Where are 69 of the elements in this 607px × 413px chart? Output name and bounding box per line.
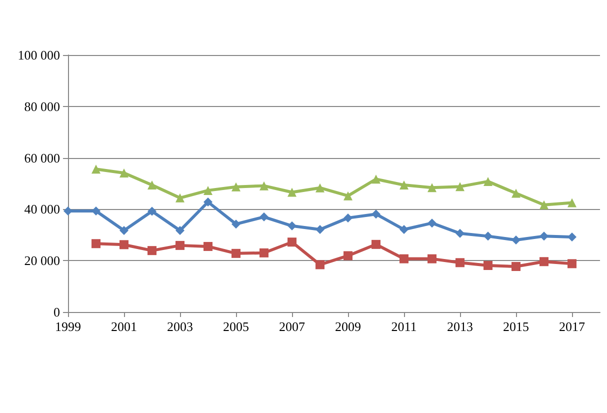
y-tick-label: 60 000	[24, 150, 60, 166]
point	[176, 193, 184, 202]
point	[456, 182, 464, 192]
point	[92, 164, 100, 174]
point	[148, 206, 156, 216]
x-tick-label: 2015	[503, 319, 529, 334]
point	[484, 232, 492, 241]
point	[176, 240, 184, 250]
point	[232, 248, 240, 258]
point	[288, 188, 296, 197]
point	[428, 218, 436, 228]
point	[344, 213, 352, 222]
point	[568, 259, 576, 268]
point	[176, 226, 184, 236]
point	[316, 225, 324, 234]
point	[120, 240, 128, 250]
x-tick-label: 2001	[111, 319, 137, 334]
point	[260, 181, 268, 190]
point	[400, 225, 408, 234]
y-tick-label: 0	[54, 304, 60, 320]
point	[372, 174, 380, 184]
x-tick-label: 2017	[559, 319, 586, 334]
x-tick-label: 1999	[55, 319, 81, 334]
point	[344, 251, 352, 260]
point	[148, 180, 156, 190]
point	[148, 246, 156, 256]
point	[372, 210, 380, 219]
point	[428, 183, 436, 192]
point	[232, 220, 240, 229]
point	[316, 183, 324, 192]
y-tick-label: 40 000	[24, 202, 60, 217]
point	[568, 232, 576, 242]
point	[540, 232, 548, 241]
point	[400, 180, 408, 190]
point	[456, 228, 464, 238]
y-tick-label: 20 000	[24, 253, 60, 268]
y-tick-label: 80 000	[24, 98, 60, 114]
point	[484, 260, 492, 270]
point	[372, 240, 380, 249]
x-tick-label: 2009	[335, 319, 361, 334]
point	[540, 257, 548, 266]
point	[428, 254, 436, 264]
point	[92, 239, 100, 248]
point	[512, 262, 520, 272]
point	[120, 168, 128, 178]
point	[512, 188, 520, 198]
x-tick-label: 2011	[391, 319, 417, 334]
x-tick-label: 2007	[279, 319, 306, 334]
point	[232, 182, 240, 192]
point	[204, 242, 212, 251]
point	[204, 198, 212, 207]
point	[288, 221, 296, 230]
point	[568, 198, 576, 208]
point	[400, 254, 408, 264]
point	[288, 238, 296, 247]
y-tick-label: 100 000	[18, 48, 60, 62]
point	[344, 191, 352, 200]
point	[512, 236, 520, 245]
point	[456, 258, 464, 268]
point	[484, 176, 492, 186]
point	[316, 260, 324, 270]
point	[540, 200, 548, 210]
point	[260, 248, 268, 258]
point	[120, 226, 128, 236]
x-tick-label: 2013	[447, 319, 473, 334]
x-tick-label: 2005	[223, 319, 249, 334]
x-tick-label: 2003	[167, 319, 193, 334]
point	[260, 212, 268, 222]
point	[204, 186, 212, 195]
